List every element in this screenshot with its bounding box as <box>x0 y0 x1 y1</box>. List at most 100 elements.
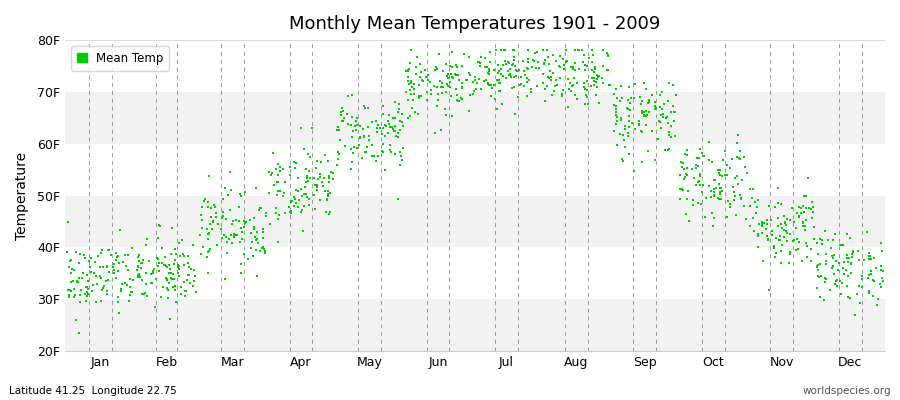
Point <box>500 75 514 82</box>
Point <box>751 233 765 240</box>
Point <box>691 162 706 169</box>
Point <box>205 218 220 225</box>
Point <box>284 209 298 216</box>
Point <box>749 210 763 216</box>
Point <box>508 62 522 69</box>
Point <box>99 278 113 284</box>
Point <box>88 273 103 279</box>
Point <box>713 189 727 196</box>
Point <box>797 227 812 233</box>
Point <box>462 108 476 114</box>
Point <box>759 226 773 232</box>
Point <box>814 272 828 279</box>
Point <box>225 240 239 246</box>
Point <box>104 252 118 258</box>
Point <box>120 282 134 288</box>
Point <box>67 294 81 300</box>
Point <box>675 186 689 192</box>
Point <box>455 84 470 90</box>
Point <box>492 76 507 83</box>
Point <box>364 152 379 159</box>
Point <box>636 80 651 86</box>
Point <box>834 242 849 248</box>
Point <box>610 142 625 148</box>
Point <box>494 65 508 72</box>
Point <box>578 62 592 69</box>
Point <box>612 130 626 137</box>
Point <box>499 58 513 64</box>
Point <box>271 212 285 218</box>
Point <box>654 112 669 118</box>
Point <box>237 250 251 257</box>
Point <box>247 214 261 221</box>
Point <box>663 109 678 116</box>
Point <box>146 268 160 274</box>
Point <box>571 47 585 54</box>
Point <box>60 287 75 293</box>
Point <box>509 66 524 73</box>
Point <box>590 79 604 86</box>
Point <box>472 76 487 82</box>
Point <box>796 203 810 210</box>
Point <box>561 104 575 111</box>
Point <box>484 82 499 88</box>
Point <box>497 47 511 54</box>
Point <box>277 210 292 216</box>
Point <box>420 97 435 104</box>
Point <box>496 73 510 80</box>
Point <box>406 97 420 103</box>
Point <box>267 182 282 189</box>
Point <box>100 262 114 269</box>
Point <box>568 60 582 66</box>
Point <box>172 240 186 246</box>
Point <box>109 274 123 281</box>
Point <box>662 79 676 86</box>
Point <box>827 271 842 277</box>
Point <box>158 254 172 260</box>
Point <box>706 223 720 229</box>
Point <box>321 174 336 181</box>
Point <box>488 96 502 102</box>
Point <box>805 199 819 206</box>
Point <box>255 244 269 251</box>
Point <box>466 79 481 85</box>
Point <box>747 228 761 234</box>
Point <box>875 275 889 281</box>
Point <box>256 226 270 232</box>
Point <box>291 188 305 194</box>
Point <box>626 168 641 175</box>
Point <box>861 290 876 296</box>
Point <box>566 63 580 70</box>
Point <box>577 79 591 86</box>
Point <box>756 258 770 264</box>
Point <box>860 229 874 236</box>
Point <box>634 128 648 134</box>
Point <box>424 91 438 98</box>
Point <box>840 283 854 290</box>
Point <box>532 65 546 71</box>
Point <box>876 277 890 284</box>
Point <box>232 239 247 246</box>
Point <box>607 128 621 135</box>
Point <box>414 77 428 83</box>
Point <box>107 261 122 268</box>
Bar <box>66 40 885 92</box>
Point <box>391 130 405 137</box>
Point <box>395 119 410 125</box>
Point <box>790 210 805 216</box>
Point <box>825 237 840 243</box>
Point <box>68 317 83 324</box>
Point <box>331 127 346 133</box>
Point <box>620 133 634 139</box>
Point <box>712 181 726 187</box>
Point <box>201 236 215 242</box>
Point <box>720 214 734 220</box>
Point <box>231 218 246 225</box>
Point <box>689 155 704 161</box>
Point <box>302 154 317 160</box>
Point <box>112 310 127 317</box>
Point <box>590 84 605 90</box>
Point <box>249 185 264 192</box>
Point <box>787 219 801 226</box>
Point <box>814 241 829 248</box>
